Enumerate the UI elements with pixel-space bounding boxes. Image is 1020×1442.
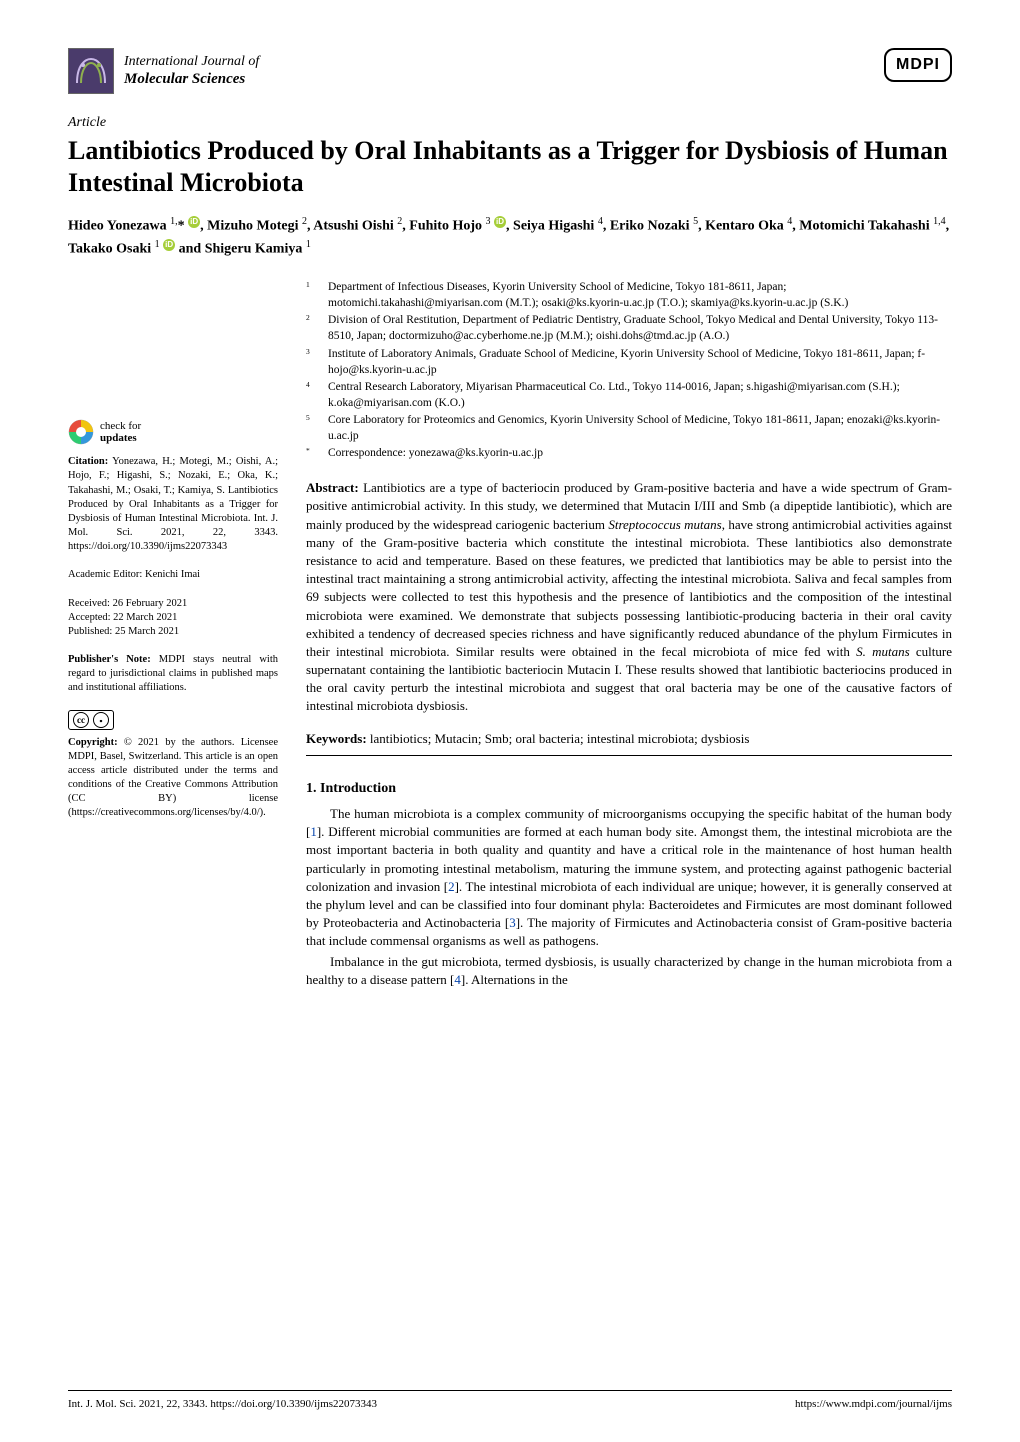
cc-icon: cc <box>73 712 89 728</box>
affiliation-row: 3 Institute of Laboratory Animals, Gradua… <box>306 346 952 378</box>
keywords-label: Keywords: <box>306 731 367 746</box>
footer-left: Int. J. Mol. Sci. 2021, 22, 3343. https:… <box>68 1397 377 1412</box>
affiliation-num: 5 <box>306 412 318 444</box>
para-2: Imbalance in the gut microbiota, termed … <box>306 953 952 989</box>
abstract-text: Lantibiotics are a type of bacteriocin p… <box>306 480 952 713</box>
article-type: Article <box>68 114 952 133</box>
p2-t1: Imbalance in the gut microbiota, termed … <box>306 954 952 987</box>
article-title: Lantibiotics Produced by Oral Inhabitant… <box>68 135 952 200</box>
copyright-label: Copyright: <box>68 737 118 748</box>
check-updates-text: check for updates <box>100 420 141 444</box>
crossmark-icon <box>68 419 94 445</box>
affiliation-text: Department of Infectious Diseases, Kyori… <box>328 279 952 311</box>
editor-block: Academic Editor: Kenichi Imai <box>68 568 278 582</box>
affiliation-num: 1 <box>306 279 318 311</box>
affiliation-row: * Correspondence: yonezawa@ks.kyorin-u.ac… <box>306 445 952 461</box>
authors: Hideo Yonezawa 1,* iD, Mizuho Motegi 2, … <box>68 214 952 259</box>
keywords-rule <box>306 755 952 756</box>
affiliation-row: 4 Central Research Laboratory, Miyarisan … <box>306 379 952 411</box>
header-row: International Journal of Molecular Scien… <box>68 48 952 94</box>
affiliation-num: 3 <box>306 346 318 378</box>
affiliation-num: 2 <box>306 312 318 344</box>
check-updates-line2: updates <box>100 432 137 444</box>
para-1: The human microbiota is a complex commun… <box>306 805 952 951</box>
copyright-block: Copyright: © 2021 by the authors. Licens… <box>68 736 278 821</box>
affiliation-text: Division of Oral Restitution, Department… <box>328 312 952 344</box>
affiliation-row: 2 Division of Oral Restitution, Departmen… <box>306 312 952 344</box>
journal-name: International Journal of Molecular Scien… <box>124 54 259 89</box>
footer: Int. J. Mol. Sci. 2021, 22, 3343. https:… <box>68 1390 952 1412</box>
citation-label: Citation: <box>68 456 108 467</box>
by-icon: 🞄 <box>93 712 109 728</box>
journal-logo-icon <box>68 48 114 94</box>
published-date: Published: 25 March 2021 <box>68 625 278 639</box>
section-1-heading: 1. Introduction <box>306 780 952 799</box>
editor-label: Academic Editor: <box>68 569 142 580</box>
citation-text: Yonezawa, H.; Motegi, M.; Oishi, A.; Hoj… <box>68 456 278 552</box>
keywords: Keywords: lantibiotics; Mutacin; Smb; or… <box>306 730 952 748</box>
main-column: 1 Department of Infectious Diseases, Kyor… <box>306 279 952 991</box>
mdpi-logo: MDPI <box>884 48 952 82</box>
abstract-label: Abstract: <box>306 480 359 495</box>
editor-name: Kenichi Imai <box>145 569 200 580</box>
journal-name-line1: International Journal of <box>124 54 259 71</box>
publishers-note-block: Publisher's Note: MDPI stays neutral wit… <box>68 653 278 696</box>
affiliation-text: Institute of Laboratory Animals, Graduat… <box>328 346 952 378</box>
copyright-text: © 2021 by the authors. Licensee MDPI, Ba… <box>68 737 278 819</box>
affiliation-text: Correspondence: yonezawa@ks.kyorin-u.ac.… <box>328 445 952 461</box>
received-date: Received: 26 February 2021 <box>68 597 278 611</box>
affiliations: 1 Department of Infectious Diseases, Kyor… <box>306 279 952 461</box>
cc-license-badge: cc 🞄 <box>68 710 278 730</box>
affiliation-text: Core Laboratory for Proteomics and Genom… <box>328 412 952 444</box>
p2-t2: ]. Alternations in the <box>461 972 568 987</box>
affiliation-text: Central Research Laboratory, Miyarisan P… <box>328 379 952 411</box>
pubnote-label: Publisher's Note: <box>68 654 151 665</box>
check-for-updates[interactable]: check for updates <box>68 419 278 445</box>
affiliation-num: 4 <box>306 379 318 411</box>
section-1-body: The human microbiota is a complex commun… <box>306 805 952 989</box>
keywords-text: lantibiotics; Mutacin; Smb; oral bacteri… <box>370 731 749 746</box>
affiliation-row: 5 Core Laboratory for Proteomics and Geno… <box>306 412 952 444</box>
journal-name-line2: Molecular Sciences <box>124 70 259 88</box>
journal-block: International Journal of Molecular Scien… <box>68 48 259 94</box>
dates-block: Received: 26 February 2021 Accepted: 22 … <box>68 597 278 640</box>
affiliation-num: * <box>306 445 318 461</box>
accepted-date: Accepted: 22 March 2021 <box>68 611 278 625</box>
footer-right: https://www.mdpi.com/journal/ijms <box>795 1397 952 1412</box>
citation-block: Citation: Yonezawa, H.; Motegi, M.; Oish… <box>68 455 278 554</box>
affiliation-row: 1 Department of Infectious Diseases, Kyor… <box>306 279 952 311</box>
sidebar: check for updates Citation: Yonezawa, H.… <box>68 279 278 834</box>
check-updates-line1: check for <box>100 420 141 432</box>
abstract: Abstract: Lantibiotics are a type of bac… <box>306 479 952 715</box>
